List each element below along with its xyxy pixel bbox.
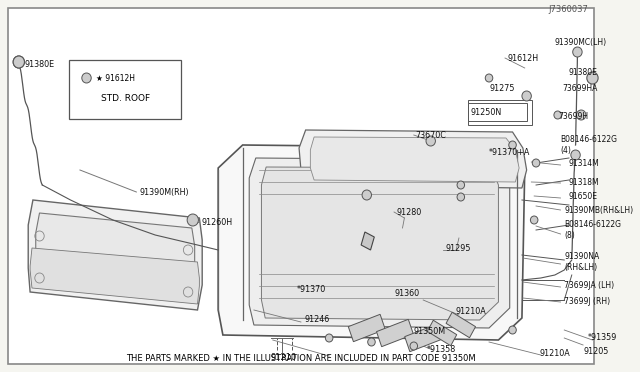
Text: STD. ROOF: STD. ROOF (100, 94, 150, 103)
FancyBboxPatch shape (68, 60, 180, 119)
Text: 91210: 91210 (271, 353, 297, 362)
Text: 91246: 91246 (305, 315, 330, 324)
Polygon shape (36, 213, 195, 296)
Text: J7360037: J7360037 (549, 5, 589, 14)
Text: B08146-6122G
(4): B08146-6122G (4) (561, 135, 618, 155)
Text: 73670C: 73670C (415, 131, 447, 140)
Circle shape (82, 73, 92, 83)
Polygon shape (428, 320, 457, 346)
Circle shape (554, 111, 561, 119)
Text: 91390MB(RH&LH): 91390MB(RH&LH) (564, 205, 634, 215)
Text: 91205: 91205 (583, 347, 609, 356)
Polygon shape (28, 200, 202, 310)
Bar (468, 103, 527, 121)
Text: 91650E: 91650E (568, 192, 597, 201)
Text: 91275: 91275 (489, 83, 515, 93)
Circle shape (573, 47, 582, 57)
Circle shape (457, 181, 465, 189)
Text: 91380E: 91380E (568, 67, 597, 77)
Text: 91390M(RH): 91390M(RH) (139, 187, 189, 196)
Circle shape (509, 141, 516, 149)
Circle shape (13, 56, 24, 68)
Polygon shape (404, 324, 442, 352)
Text: 91318M: 91318M (568, 177, 598, 186)
Circle shape (362, 190, 371, 200)
Polygon shape (218, 145, 525, 340)
Text: THE PARTS MARKED ★ IN THE ILLUSTRATION ARE INCLUDED IN PART CODE 91350M: THE PARTS MARKED ★ IN THE ILLUSTRATION A… (126, 354, 476, 363)
Polygon shape (446, 312, 476, 338)
Text: 91210A: 91210A (455, 308, 486, 317)
Text: 91314M: 91314M (568, 158, 599, 167)
Text: 91260H: 91260H (201, 218, 232, 227)
Text: 73699J (RH): 73699J (RH) (564, 296, 611, 305)
Circle shape (522, 91, 531, 101)
Text: *91358: *91358 (427, 346, 456, 355)
Circle shape (485, 74, 493, 82)
Polygon shape (261, 167, 499, 320)
Polygon shape (361, 232, 374, 250)
Circle shape (325, 334, 333, 342)
Polygon shape (348, 314, 385, 341)
Polygon shape (299, 130, 527, 188)
Polygon shape (376, 319, 413, 347)
Circle shape (531, 216, 538, 224)
Bar (468, 100, 532, 125)
Circle shape (587, 72, 598, 84)
Polygon shape (30, 248, 200, 304)
Circle shape (577, 110, 586, 120)
Text: 91210A: 91210A (540, 350, 570, 359)
Circle shape (457, 193, 465, 201)
Text: 91390NA
(RH&LH): 91390NA (RH&LH) (564, 252, 600, 272)
Text: *91359: *91359 (588, 334, 617, 343)
Circle shape (426, 136, 435, 146)
Polygon shape (310, 137, 519, 182)
Text: *91370+A: *91370+A (489, 148, 531, 157)
Circle shape (368, 338, 375, 346)
Circle shape (187, 214, 198, 226)
Text: 91360: 91360 (395, 289, 420, 298)
Circle shape (532, 159, 540, 167)
Text: 91380E: 91380E (24, 60, 54, 68)
Text: ★ 91612H: ★ 91612H (96, 74, 135, 83)
Circle shape (509, 326, 516, 334)
Text: 91350M: 91350M (414, 327, 446, 337)
Circle shape (13, 56, 24, 68)
Text: 91390MC(LH): 91390MC(LH) (555, 38, 607, 46)
Text: *91370: *91370 (297, 285, 326, 295)
Circle shape (410, 342, 417, 350)
Text: 73699JA (LH): 73699JA (LH) (564, 282, 614, 291)
Text: 91250N: 91250N (470, 108, 502, 116)
Polygon shape (249, 158, 509, 328)
Text: 91295: 91295 (446, 244, 471, 253)
Text: 73699HA: 73699HA (563, 83, 598, 93)
Text: 91612H: 91612H (508, 54, 539, 62)
Circle shape (571, 150, 580, 160)
Text: 73699H: 73699H (559, 112, 589, 121)
Text: B08146-6122G
(8): B08146-6122G (8) (564, 220, 621, 240)
Text: 91280: 91280 (397, 208, 422, 217)
